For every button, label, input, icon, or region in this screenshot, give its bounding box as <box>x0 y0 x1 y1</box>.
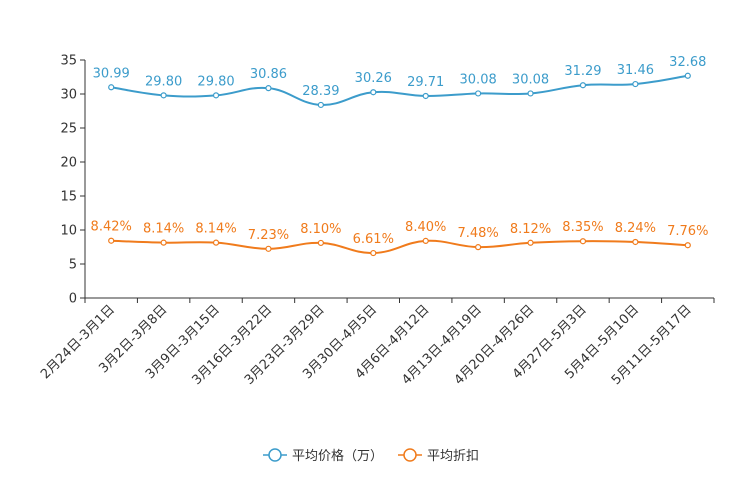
data-point[interactable] <box>370 89 377 96</box>
legend[interactable]: 平均价格（万） 平均折扣 <box>263 448 479 464</box>
legend-marker-icon <box>403 448 417 462</box>
data-point[interactable] <box>475 244 482 251</box>
data-point[interactable] <box>579 82 587 89</box>
data-point[interactable] <box>422 237 429 244</box>
data-point[interactable] <box>108 84 115 91</box>
data-label: 7.23% <box>248 228 289 243</box>
legend-item-avg-price[interactable]: 平均价格（万） <box>263 448 383 464</box>
data-label: 8.12% <box>510 222 551 237</box>
series-line <box>111 239 688 255</box>
y-tick-label: 30 <box>60 88 77 103</box>
legend-label: 平均价格（万） <box>292 448 383 464</box>
data-point[interactable] <box>684 242 691 249</box>
data-point[interactable] <box>632 238 639 246</box>
data-point[interactable] <box>579 238 587 245</box>
data-point[interactable] <box>527 239 534 246</box>
data-label: 31.29 <box>564 64 601 79</box>
y-tick-label: 15 <box>60 190 77 205</box>
y-tick-label: 5 <box>69 258 77 273</box>
y-tick-label: 10 <box>60 224 77 239</box>
legend-item-avg-discount[interactable]: 平均折扣 <box>398 448 479 464</box>
data-point[interactable] <box>160 239 167 246</box>
legend-label: 平均折扣 <box>427 449 479 464</box>
x-axis: 2月24日-3月1日3月2日-3月8日3月9日-3月15日3月16日-3月22日… <box>38 297 715 388</box>
y-tick-label: 25 <box>60 122 77 137</box>
data-label: 8.14% <box>195 222 236 237</box>
data-point[interactable] <box>422 92 429 100</box>
y-tick-label: 35 <box>60 54 77 69</box>
data-label: 8.10% <box>300 222 341 237</box>
series-line <box>111 74 688 106</box>
data-point[interactable] <box>527 90 534 97</box>
data-label: 8.35% <box>562 220 603 235</box>
data-label: 7.76% <box>667 224 708 239</box>
data-point[interactable] <box>632 80 639 88</box>
series-avg-price: 30.99 29.80 29.80 30.86 28.39 30.26 29.71 30.08… <box>93 55 706 109</box>
data-point[interactable] <box>160 92 167 99</box>
y-tick-label: 20 <box>60 156 77 171</box>
data-label: 32.68 <box>669 55 706 70</box>
data-label: 29.80 <box>145 74 182 89</box>
data-label: 31.46 <box>617 63 654 78</box>
data-label: 29.80 <box>197 74 234 89</box>
data-label: 30.08 <box>512 72 549 87</box>
data-label: 30.08 <box>460 72 497 87</box>
data-label: 28.39 <box>302 84 339 99</box>
legend-marker-icon <box>268 448 282 462</box>
data-point[interactable] <box>265 85 272 92</box>
data-point[interactable] <box>317 101 324 109</box>
data-label: 8.40% <box>405 220 446 235</box>
data-label: 30.26 <box>355 71 392 86</box>
data-point[interactable] <box>212 239 220 246</box>
data-label: 6.61% <box>353 232 394 247</box>
data-point[interactable] <box>108 237 115 244</box>
data-point[interactable] <box>684 72 691 79</box>
data-point[interactable] <box>265 245 272 252</box>
data-label: 8.14% <box>143 222 184 237</box>
data-label: 29.71 <box>407 75 444 90</box>
series-layer: 30.99 29.80 29.80 30.86 28.39 30.26 29.71 30.08… <box>91 55 708 257</box>
y-axis: 0 5 10 15 20 25 30 35 <box>60 54 86 307</box>
data-label: 7.48% <box>457 226 498 241</box>
data-label: 30.86 <box>250 67 287 82</box>
data-point[interactable] <box>475 90 482 97</box>
data-point[interactable] <box>317 239 324 247</box>
data-label: 8.42% <box>91 220 132 235</box>
series-avg-discount: 8.42% 8.14% 8.14% 7.23% 8.10% 6.61% 8.40% 7.48%… <box>91 220 708 257</box>
data-label: 30.99 <box>93 66 130 81</box>
data-point[interactable] <box>212 92 220 99</box>
y-tick-label: 0 <box>69 292 77 307</box>
data-point[interactable] <box>370 249 377 257</box>
data-label: 8.24% <box>615 221 656 236</box>
